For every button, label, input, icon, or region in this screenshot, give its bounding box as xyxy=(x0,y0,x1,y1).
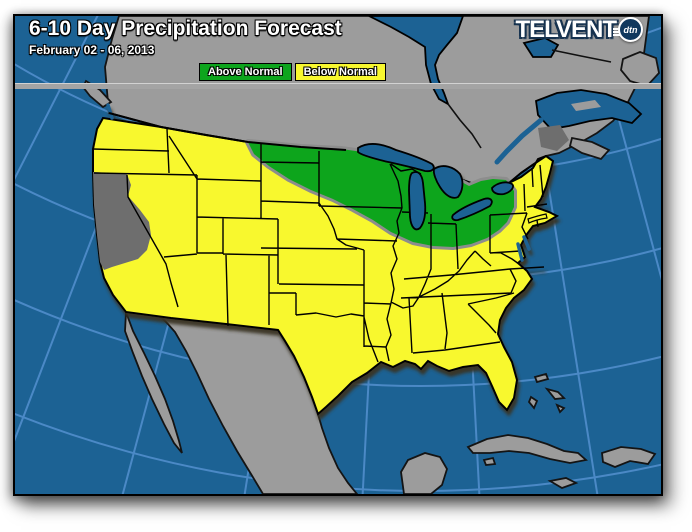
anticosti-island xyxy=(571,100,601,111)
map-date-range: February 02 - 06, 2013 xyxy=(29,43,155,57)
region-above-normal xyxy=(248,142,514,247)
brand-logo-text: TELVENT xyxy=(515,16,617,43)
baja-california xyxy=(124,311,183,454)
nova-scotia xyxy=(568,136,611,161)
isle-of-youth xyxy=(482,456,497,466)
divider-stripe xyxy=(15,83,661,89)
legend-above-normal: Above Normal xyxy=(199,63,292,81)
jamaica xyxy=(547,477,579,489)
us-canada-border xyxy=(108,112,547,184)
newfoundland xyxy=(620,51,660,88)
long-island xyxy=(527,213,548,224)
great-lakes xyxy=(357,143,514,231)
legend-below-normal: Below Normal xyxy=(294,63,386,81)
lake-erie xyxy=(451,197,493,222)
united-states xyxy=(92,103,560,416)
map-title: 6-10 Day Precipitation Forecast xyxy=(29,17,342,40)
lake-michigan xyxy=(408,171,427,231)
brand-logo-badge: dtn xyxy=(623,24,638,35)
forecast-map xyxy=(15,16,661,494)
legend: Above Normal Below Normal xyxy=(199,63,386,81)
lake-superior xyxy=(357,143,435,173)
forecast-map-frame: 6-10 Day Precipitation Forecast February… xyxy=(13,14,663,496)
globe-dashes-icon xyxy=(613,27,620,36)
lake-huron xyxy=(432,165,464,199)
lake-ontario xyxy=(491,181,514,196)
cuba xyxy=(466,434,588,464)
yucatan xyxy=(400,452,448,494)
bahamas xyxy=(527,372,566,414)
region-near-normal xyxy=(93,172,151,270)
dtn-globe-icon: dtn xyxy=(613,17,643,42)
province-borders xyxy=(447,49,612,149)
hispaniola xyxy=(601,446,657,468)
state-borders xyxy=(92,128,548,363)
chesapeake-bay xyxy=(516,235,531,262)
mexico-and-caribbean xyxy=(124,311,657,494)
canada-landmass xyxy=(81,16,660,189)
puget-sound xyxy=(106,103,114,120)
brand-logo: TELVENT dtn xyxy=(515,16,643,44)
new-brunswick-near-normal xyxy=(538,125,569,151)
st-lawrence-river xyxy=(494,117,544,165)
